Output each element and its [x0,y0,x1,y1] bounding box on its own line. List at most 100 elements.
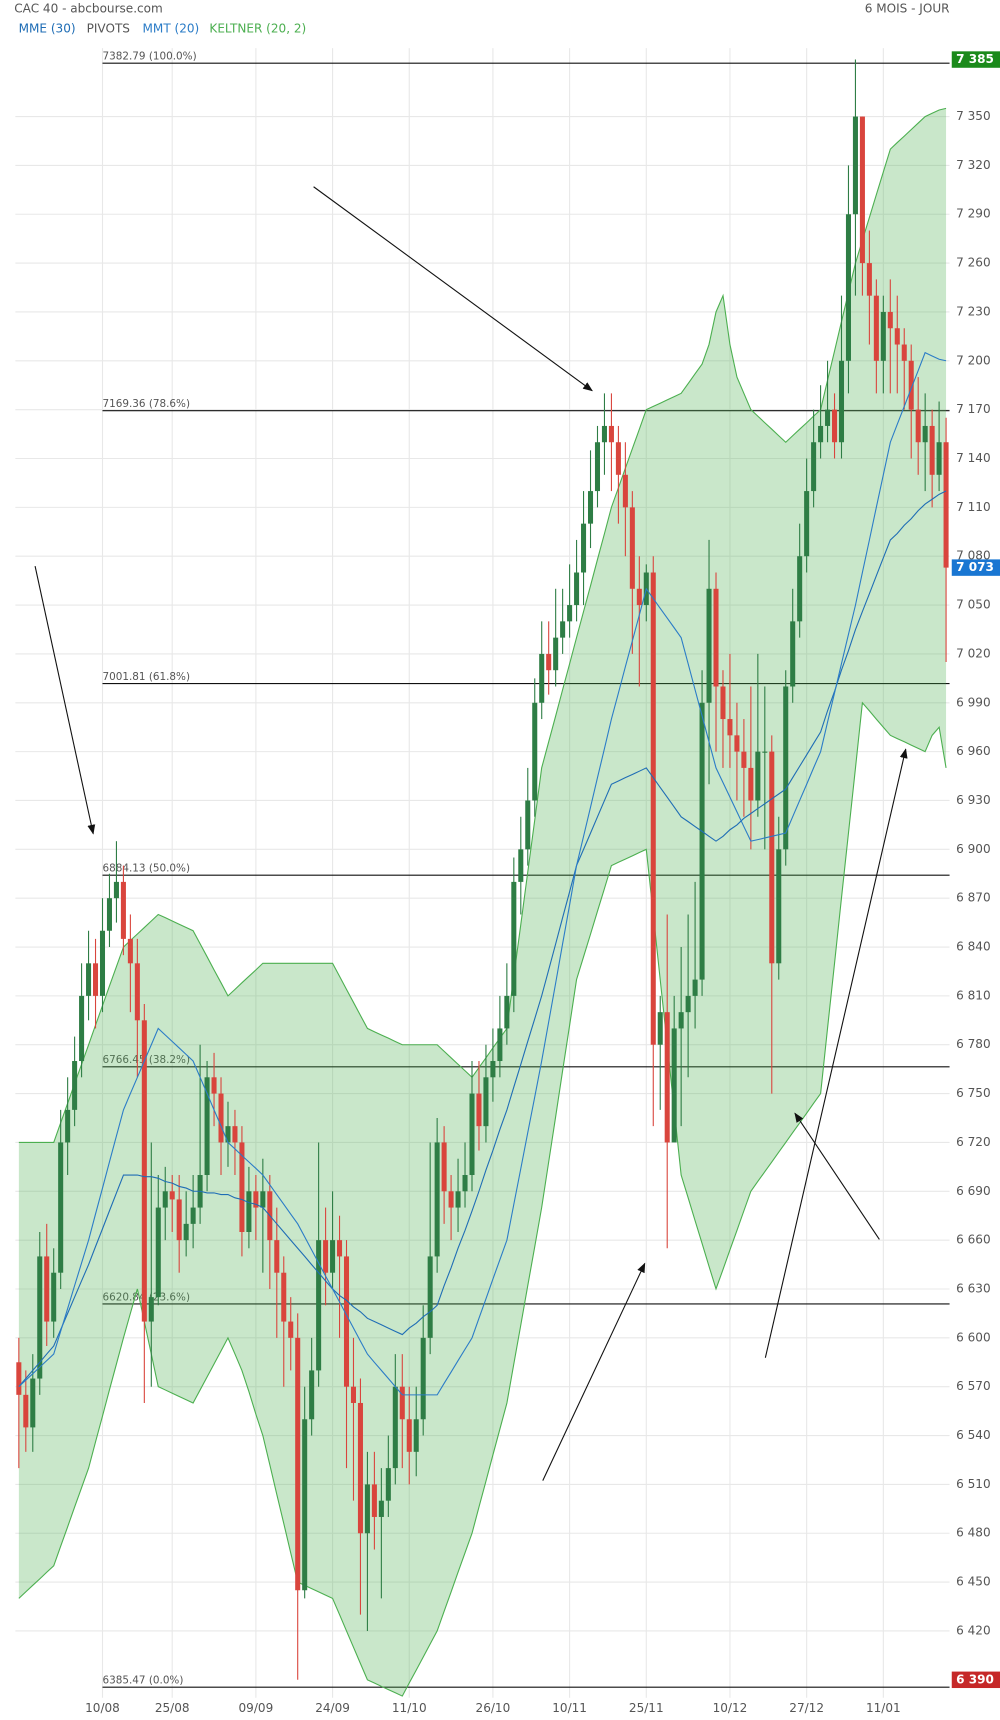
candle-body [629,507,635,589]
candle-body [567,605,573,622]
y-tick-label: 7 050 [956,598,990,612]
moving-average [18,490,947,1388]
candle-body [378,1500,384,1517]
candle-body [323,1240,329,1273]
candle-body [302,1419,308,1591]
x-tick-label: 24/09 [315,1701,350,1715]
candle-body [838,360,845,443]
x-tick-label: 11/10 [392,1701,427,1715]
candle-body [169,1191,175,1200]
y-tick-label: 6 660 [956,1233,990,1247]
candle-body [211,1077,217,1094]
price-badge [951,51,1000,68]
candle-body [260,1191,266,1208]
candle-body [183,1223,189,1241]
pivot-label: 7382.79 (100.0%) [102,51,196,63]
candle-body [894,328,900,345]
arrow [794,1112,880,1240]
y-tick-label: 7 260 [956,256,990,270]
keltner-fill [18,108,947,1697]
legend-item[interactable]: PIVOTS [87,21,130,35]
candle-body [190,1207,196,1224]
candle-body [58,1142,64,1273]
candle-body [797,556,803,622]
candle-body [225,1126,231,1143]
candle-body [852,116,858,215]
y-tick-label: 6 960 [956,744,990,758]
candle-body [127,938,133,964]
candle-body [671,1028,677,1143]
y-tick-label: 6 780 [956,1037,990,1051]
candle-body [755,751,761,801]
price-axis: 6 420 6 450 6 480 6 510 6 540 6 570 6 600 6 630… [951,51,1000,1689]
y-tick-label: 6 690 [956,1184,990,1198]
candle-body [497,1028,503,1062]
candle-body [246,1191,252,1232]
candle-body [441,1142,447,1192]
candle-body [490,1061,496,1078]
candle-body [880,311,886,361]
candle-body [615,442,621,475]
x-tick-label: 27/12 [789,1701,824,1715]
candle-body [364,1484,370,1534]
candle-body [23,1394,29,1428]
candle-body [141,1020,147,1322]
y-tick-label: 6 600 [956,1330,990,1344]
candle-body [657,1012,663,1045]
chart-subtitle: 6 MOIS - JOUR [865,2,950,16]
candle-body [399,1386,405,1420]
x-tick-label: 11/01 [866,1701,901,1715]
candle-body [155,1207,161,1298]
y-tick-label: 7 170 [956,402,990,416]
legend-item[interactable]: MME (30) [19,21,76,35]
y-tick-label: 6 720 [956,1135,990,1149]
candle-body [16,1362,22,1395]
y-tick-label: 7 350 [956,109,990,123]
chart-title: CAC 40 - abcbourse.com [14,2,163,16]
candle-body [664,1012,670,1143]
candle-body [476,1093,482,1127]
candle-body [504,995,510,1029]
candle-body [511,881,517,996]
candle-body [427,1256,433,1338]
candle-body [343,1256,350,1387]
candle-body [239,1142,245,1232]
pivot-label: 7001.81 (61.8%) [102,671,190,683]
pivot-label: 7169.36 (78.6%) [102,398,190,410]
y-tick-label: 6 480 [956,1526,990,1540]
candle-body [385,1468,391,1501]
legend-item[interactable]: KELTNER (20, 2) [209,21,306,35]
candle-body [622,474,628,508]
legend-item[interactable]: MMT (20) [143,21,200,35]
pivot-label: 6884.13 (50.0%) [102,863,190,875]
candle-body [218,1093,224,1143]
price-badge-label: 6 390 [956,1672,994,1686]
candle-body [106,898,112,931]
candle-body [581,523,587,573]
candle-body [776,849,782,964]
candle-body [713,588,719,687]
candle-body [811,442,817,492]
x-tick-label: 10/08 [85,1701,120,1715]
candle-body [274,1240,280,1273]
candle-body [469,1093,475,1176]
candle-body [692,979,698,996]
candle-body [943,442,949,568]
candle-body [288,1321,294,1338]
candle-body [873,295,879,361]
candle-body [908,360,914,410]
y-tick-label: 6 840 [956,940,990,954]
candle-body [574,572,580,606]
price-badge [951,1671,1000,1689]
y-tick-label: 7 200 [956,353,990,367]
candle-body [546,653,552,671]
candle-body [120,881,126,939]
candle-body [79,995,85,1062]
x-tick-label: 10/11 [552,1701,587,1715]
x-tick-label: 25/11 [629,1701,664,1715]
candle-body [594,442,601,492]
candle-body [357,1402,363,1534]
candle-body [232,1126,238,1143]
